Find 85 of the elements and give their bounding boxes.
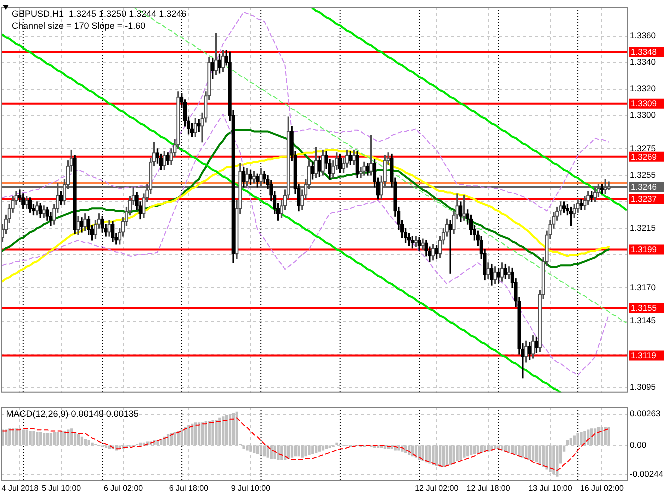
ref-line-label: 1.3155 (631, 302, 658, 313)
candlestick (524, 340, 528, 363)
y-tick-label: 1.3095 (630, 382, 656, 392)
candlestick (38, 202, 42, 218)
chart-title: MACD(12,26,9) 0.00149 0.00135 (6, 409, 139, 420)
ref-line-label: 1.3237 (631, 194, 658, 204)
chart-title: GBPUSD,H1 1.3245 1.3250 1.3244 1.3246 (12, 9, 187, 20)
candlestick (462, 195, 466, 221)
candlestick (434, 245, 439, 260)
bar (442, 446, 446, 468)
ref-line-label: 1.3348 (631, 47, 658, 58)
candlestick (486, 262, 490, 280)
candlestick (562, 202, 566, 213)
candlestick (221, 50, 226, 72)
bar (466, 446, 470, 457)
candlestick (76, 216, 80, 236)
bar (377, 446, 380, 448)
candlestick (108, 220, 112, 237)
candlestick (59, 191, 64, 205)
y-tick-label: 1.3170 (630, 282, 656, 293)
bar (256, 446, 260, 454)
candlestick (569, 206, 573, 226)
candlestick (256, 174, 260, 188)
candlestick (593, 188, 598, 202)
candlestick (252, 171, 256, 184)
y-tick-label: 0.00 (630, 440, 647, 450)
bar (328, 446, 332, 448)
candlestick (500, 262, 504, 282)
candlestick (321, 150, 325, 176)
y-tick-label: 1.3255 (630, 170, 656, 180)
candlestick (528, 342, 532, 360)
ref-line-label: 1.3309 (631, 98, 658, 109)
bar (304, 446, 308, 457)
line-series (2, 114, 610, 376)
ref-line-label: 1.3269 (631, 152, 658, 162)
candlestick (448, 220, 452, 274)
candlestick (604, 179, 608, 194)
candlestick (242, 167, 246, 188)
bar (514, 446, 518, 456)
ref-line-label: 1.3246 (631, 182, 658, 192)
candlestick (459, 202, 463, 222)
y-tick-label: 1.3340 (630, 57, 656, 68)
line-series (2, 12, 610, 212)
line-series (2, 418, 610, 472)
x-tick-label: 16 Jul 02:00 (580, 484, 625, 494)
x-tick-label: 9 Jul 10:00 (231, 484, 272, 494)
candlestick (356, 151, 360, 178)
candlestick (490, 264, 494, 286)
x-tick-label: 12 Jul 02:00 (415, 484, 460, 494)
candlestick (35, 202, 40, 216)
y-tick-label: 1.3300 (630, 110, 656, 120)
bar (280, 446, 284, 460)
x-tick-label: 6 Jul 02:00 (104, 484, 144, 494)
y-tick-label: 1.3145 (630, 316, 656, 326)
y-tick-label: -0.00244 (630, 469, 664, 480)
candlestick (370, 135, 374, 176)
candlestick (607, 182, 611, 190)
y-tick-label: 1.3275 (630, 143, 656, 154)
candlestick (590, 191, 594, 202)
ref-line-label: 1.3119 (631, 350, 657, 361)
candlestick (410, 236, 415, 249)
y-tick-label: 1.3215 (630, 222, 656, 233)
x-tick-label: 6 Jul 18:00 (169, 484, 210, 494)
candlestick (362, 162, 366, 176)
ref-line-label: 1.3199 (631, 244, 658, 255)
x-tick-label: 5 Jul 10:00 (42, 484, 82, 494)
x-tick-label: 12 Jul 18:00 (466, 484, 511, 494)
x-tick-label: 4 Jul 2018 (2, 484, 40, 494)
candlestick (248, 170, 253, 186)
candlestick (194, 118, 198, 138)
candlestick (80, 218, 84, 233)
candlestick (73, 155, 77, 234)
y-tick-label: 1.3360 (630, 30, 656, 41)
candlestick (318, 156, 322, 178)
candlestick (314, 147, 318, 178)
candlestick (580, 199, 584, 210)
x-tick-label: 13 Jul 10:00 (528, 484, 573, 494)
y-tick-label: 0.00263 (630, 408, 661, 419)
annotation: Channel size = 170 Slope = -1.60 (12, 21, 146, 32)
candlestick (366, 163, 370, 176)
candlestick (531, 336, 536, 359)
candlestick (42, 206, 46, 218)
candlestick (414, 236, 418, 248)
y-tick-label: 1.3320 (630, 84, 656, 94)
candlestick (111, 222, 115, 242)
